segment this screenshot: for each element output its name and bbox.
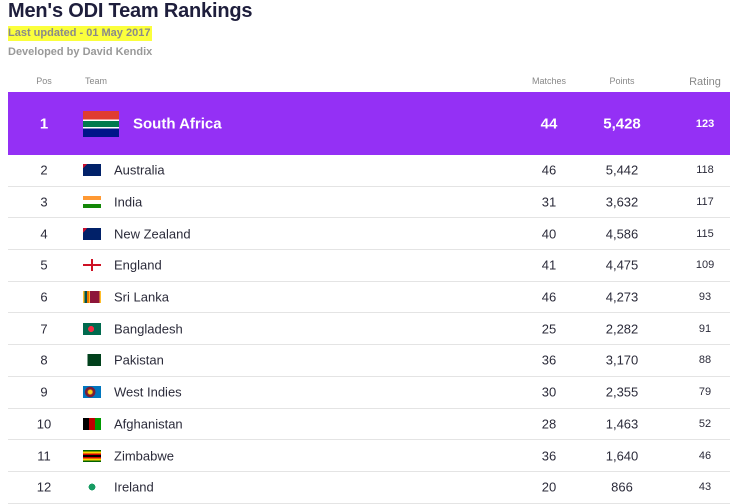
table-row: 7 Bangladesh 25 2,282 91 (8, 313, 730, 346)
flag-icon (83, 386, 101, 399)
credit: Developed by David Kendix (8, 46, 153, 58)
table-row: 12 Ireland 20 866 43 (8, 472, 730, 504)
table-row: 8 Pakistan 36 3,170 88 (8, 345, 730, 377)
rankings-table: Pos Team Matches Points Rating 1 South Africa 4… (8, 72, 730, 504)
flag-icon (83, 110, 119, 137)
team-cell: Pakistan (114, 352, 164, 368)
title: Men's ODI Team Rankings (8, 0, 253, 22)
table-row: 9 West Indies 30 2,355 79 (8, 377, 730, 409)
team-cell: Zimbabwe (114, 448, 174, 464)
table-row: 10 Afghanistan 28 1,463 52 (8, 409, 730, 441)
table-row: 3 India 31 3,632 117 (8, 187, 730, 219)
flag-icon (83, 291, 101, 304)
flag-icon (83, 481, 101, 494)
team-cell: Sri Lanka (114, 289, 169, 305)
team-cell: South Africa (133, 115, 222, 132)
team-cell: Australia (114, 162, 165, 178)
flag-icon (83, 164, 101, 177)
last-updated: Last updated - 01 May 2017 (8, 26, 153, 41)
team-cell: England (114, 257, 162, 273)
flag-icon (83, 322, 101, 335)
team-cell: Afghanistan (114, 416, 183, 432)
table-row: 11 Zimbabwe 36 1,640 46 (8, 440, 730, 472)
team-cell: Bangladesh (114, 321, 183, 337)
team-cell: West Indies (114, 384, 182, 400)
table-row: 4 New Zealand 40 4,586 115 (8, 218, 730, 251)
header-row: Pos Team Matches Points Rating (36, 76, 721, 88)
flag-icon (83, 259, 101, 272)
flag-icon (83, 196, 101, 209)
team-cell: India (114, 194, 143, 210)
column-header: Team (85, 76, 108, 86)
team-cell: New Zealand (114, 226, 191, 242)
flag-icon (83, 417, 101, 430)
table-row: 6 Sri Lanka 46 4,273 93 (8, 282, 730, 314)
team-cell: Ireland (114, 479, 154, 495)
flag-icon (83, 227, 101, 240)
flag-icon (83, 449, 101, 462)
flag-icon (83, 354, 101, 367)
table-row: 1 South Africa 44 5,428 123 (8, 92, 730, 155)
table-row: 5 England 41 4,475 109 (8, 250, 730, 282)
table-row: 2 Australia 46 5,442 118 (8, 155, 730, 187)
